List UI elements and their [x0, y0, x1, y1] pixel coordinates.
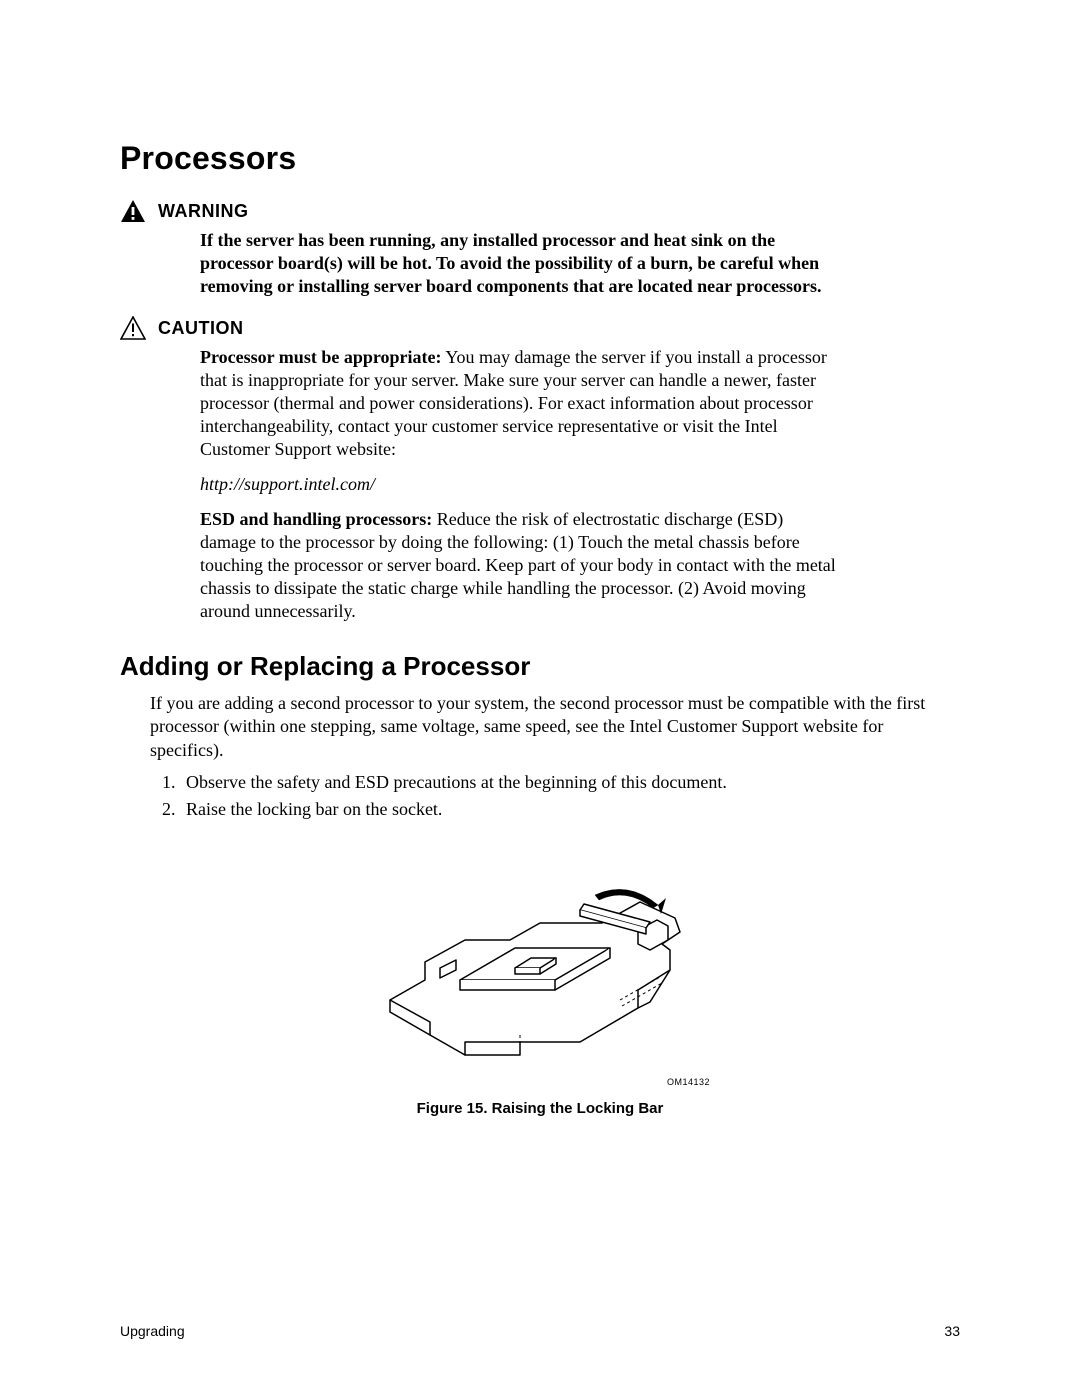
warning-header: WARNING	[120, 199, 960, 223]
warning-label: WARNING	[158, 201, 249, 222]
footer-right: 33	[944, 1323, 960, 1339]
figure-frame: OM14132	[370, 850, 710, 1087]
content-area: Processors WARNING If the server has bee…	[120, 140, 960, 1117]
warning-text: If the server has been running, any inst…	[200, 229, 840, 298]
caution-icon	[120, 316, 146, 340]
figure-block: OM14132 Figure 15. Raising the Locking B…	[120, 850, 960, 1117]
caution-para-2: ESD and handling processors: Reduce the …	[200, 508, 840, 623]
page: Processors WARNING If the server has bee…	[0, 0, 1080, 1397]
support-link: http://support.intel.com/	[200, 473, 840, 496]
caution-body: Processor must be appropriate: You may d…	[200, 346, 840, 623]
page-footer: Upgrading 33	[120, 1323, 960, 1339]
figure-id-label: OM14132	[370, 1077, 710, 1087]
section-title: Processors	[120, 140, 960, 177]
caution-para1-lead: Processor must be appropriate:	[200, 347, 441, 367]
caution-label: CAUTION	[158, 318, 244, 339]
subsection-intro-text: If you are adding a second processor to …	[150, 692, 960, 761]
step-1: Observe the safety and ESD precautions a…	[180, 770, 960, 795]
caution-header: CAUTION	[120, 316, 960, 340]
figure-svg	[370, 850, 710, 1070]
subsection-title: Adding or Replacing a Processor	[120, 651, 960, 682]
caution-para-1: Processor must be appropriate: You may d…	[200, 346, 840, 461]
caution-para2-lead: ESD and handling processors:	[200, 509, 432, 529]
figure-caption: Figure 15. Raising the Locking Bar	[120, 1100, 960, 1117]
footer-left: Upgrading	[120, 1323, 185, 1339]
warning-body: If the server has been running, any inst…	[200, 229, 840, 298]
step-2: Raise the locking bar on the socket.	[180, 797, 960, 822]
subsection-intro: If you are adding a second processor to …	[150, 692, 960, 761]
steps-list: Observe the safety and ESD precautions a…	[150, 770, 960, 822]
warning-icon	[120, 199, 146, 223]
